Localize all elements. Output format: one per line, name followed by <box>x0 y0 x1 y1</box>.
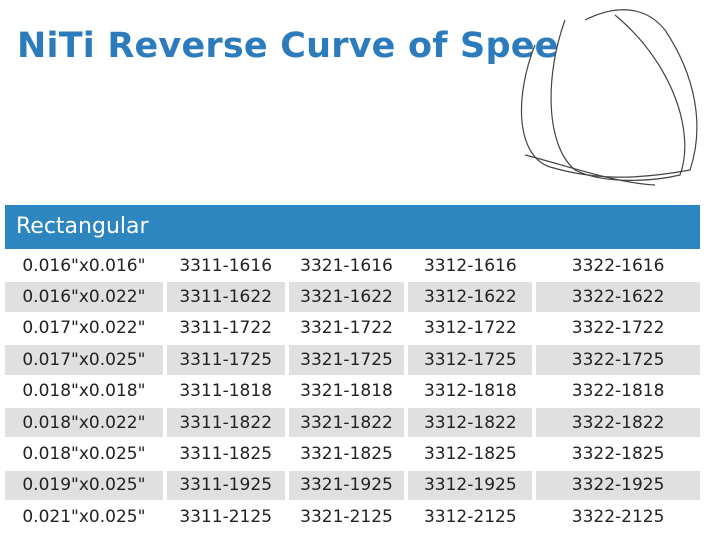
table-row: 0.016"x0.022" 3311-1622 3321-1622 3312-1622… <box>5 282 700 312</box>
table-row: 0.021"x0.025" 3311-2125 3321-2125 3312-2125… <box>5 502 700 532</box>
part-number-cell: 3322-2125 <box>571 506 665 527</box>
part-number-cell: 3322-1822 <box>536 407 700 438</box>
part-number-cell: 3312-1822 <box>408 407 533 438</box>
part-number-cell: 3311-1722 <box>179 318 273 339</box>
part-number-cell: 3322-1925 <box>536 470 700 501</box>
part-number-cell: 3312-1818 <box>423 381 517 402</box>
size-cell: 0.019"x0.025" <box>5 470 163 501</box>
part-number-cell: 3312-1722 <box>423 318 517 339</box>
product-table: Rectangular 0.016"x0.016" 3311-1616 3321-1… <box>5 205 700 532</box>
part-number-cell: 3321-1822 <box>288 407 405 438</box>
part-number-cell: 3312-1825 <box>423 443 517 464</box>
size-cell: 0.016"x0.022" <box>5 282 163 312</box>
size-cell: 0.017"x0.025" <box>5 345 163 375</box>
part-number-cell: 3322-1725 <box>536 345 700 375</box>
part-number-cell: 3321-1925 <box>288 470 405 501</box>
part-number-cell: 3321-1616 <box>300 255 393 276</box>
table-row: 0.018"x0.018" 3311-1818 3321-1818 3312-1818… <box>5 376 700 406</box>
table-row: 0.016"x0.016" 3311-1616 3321-1616 3312-1616… <box>5 251 700 281</box>
archwire-image <box>520 9 698 186</box>
size-cell: 0.018"x0.025" <box>22 443 146 464</box>
part-number-cell: 3321-1818 <box>300 381 393 402</box>
part-number-cell: 3321-2125 <box>300 506 393 527</box>
size-cell: 0.017"x0.022" <box>22 318 146 339</box>
table-row: 0.017"x0.025" 3311-1725 3321-1725 3312-1725… <box>5 345 700 375</box>
part-number-cell: 3311-2125 <box>179 506 273 527</box>
part-number-cell: 3311-1616 <box>179 255 273 276</box>
table-row: 0.019"x0.025" 3311-1925 3321-1925 3312-1925… <box>5 470 700 501</box>
part-number-cell: 3321-1725 <box>288 345 405 375</box>
part-number-cell: 3322-1722 <box>571 318 665 339</box>
table-heading: Rectangular <box>5 205 700 249</box>
size-cell: 0.018"x0.022" <box>5 407 163 438</box>
size-cell: 0.021"x0.025" <box>22 506 146 527</box>
size-cell: 0.018"x0.018" <box>22 381 146 402</box>
table-row: 0.018"x0.022" 3311-1822 3321-1822 3312-1822… <box>5 407 700 438</box>
page-title: NiTi Reverse Curve of Spee <box>17 26 559 66</box>
part-number-cell: 3312-1725 <box>408 345 533 375</box>
part-number-cell: 3312-1616 <box>423 255 517 276</box>
size-cell: 0.016"x0.016" <box>22 255 146 276</box>
part-number-cell: 3321-1722 <box>300 318 393 339</box>
part-number-cell: 3321-1622 <box>288 282 405 312</box>
part-number-cell: 3321-1825 <box>300 443 393 464</box>
table-body: 0.016"x0.016" 3311-1616 3321-1616 3312-1616… <box>5 251 700 532</box>
table-row: 0.018"x0.025" 3311-1825 3321-1825 3312-1825… <box>5 439 700 469</box>
part-number-cell: 3311-1825 <box>179 443 273 464</box>
part-number-cell: 3322-1818 <box>571 381 665 402</box>
part-number-cell: 3311-1622 <box>166 282 285 312</box>
part-number-cell: 3311-1725 <box>166 345 285 375</box>
part-number-cell: 3311-1822 <box>166 407 285 438</box>
part-number-cell: 3322-1616 <box>571 255 665 276</box>
part-number-cell: 3312-1622 <box>408 282 533 312</box>
part-number-cell: 3312-1925 <box>408 470 533 501</box>
table-row: 0.017"x0.022" 3311-1722 3321-1722 3312-1722… <box>5 314 700 344</box>
part-number-cell: 3311-1818 <box>179 381 273 402</box>
part-number-cell: 3322-1825 <box>571 443 665 464</box>
part-number-cell: 3322-1622 <box>536 282 700 312</box>
part-number-cell: 3312-2125 <box>423 506 517 527</box>
part-number-cell: 3311-1925 <box>166 470 285 501</box>
